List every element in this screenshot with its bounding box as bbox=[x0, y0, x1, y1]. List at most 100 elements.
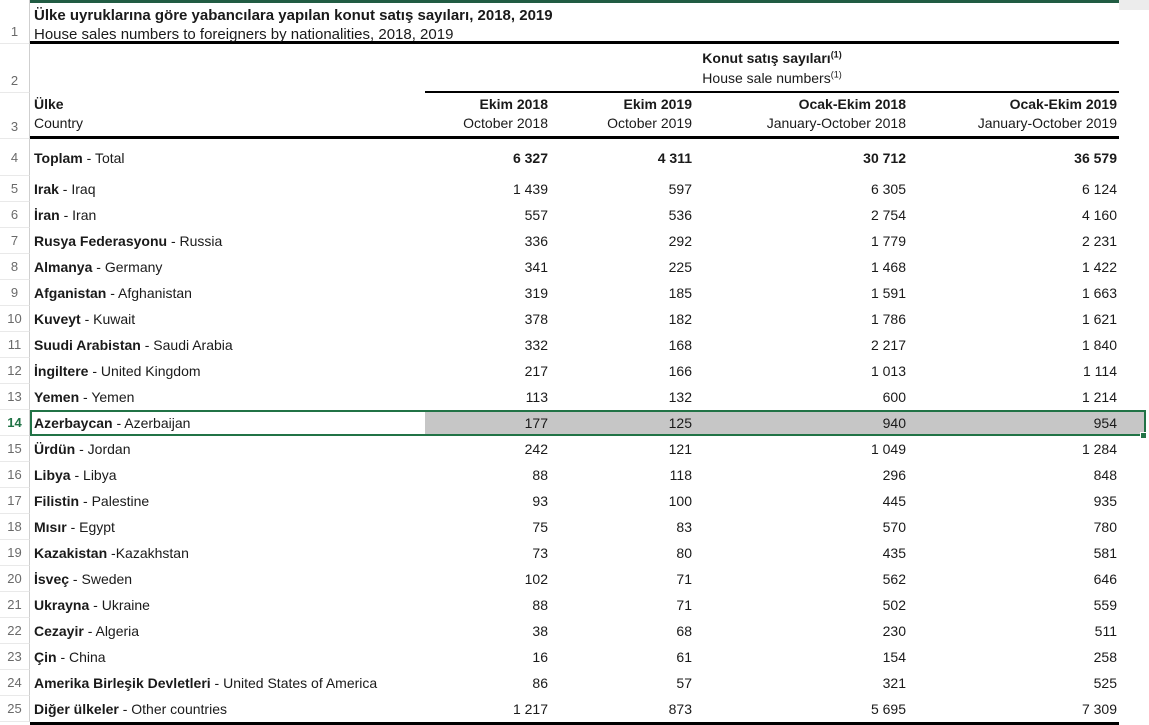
table-row[interactable]: 13 Yemen - Yemen 113 132 600 1 214 bbox=[0, 384, 1149, 410]
country-cell[interactable]: Amerika Birleşik Devletleri - United Sta… bbox=[30, 675, 425, 691]
value-cell-january-october-2018[interactable]: 296 bbox=[882, 467, 906, 483]
value-cell-january-october-2018[interactable]: 5 695 bbox=[870, 701, 906, 717]
value-cell-october-2018[interactable]: 75 bbox=[532, 519, 548, 535]
table-row[interactable]: 24 Amerika Birleşik Devletleri - United … bbox=[0, 670, 1149, 696]
row-number[interactable]: 18 bbox=[0, 514, 30, 540]
value-cell-january-october-2019[interactable]: 1 840 bbox=[1081, 337, 1117, 353]
value-cell-january-october-2018[interactable]: 1 591 bbox=[870, 285, 906, 301]
value-cell-october-2018[interactable]: 88 bbox=[532, 467, 548, 483]
value-cell-january-october-2019[interactable]: 6 124 bbox=[1081, 181, 1117, 197]
row-number[interactable]: 8 bbox=[0, 254, 30, 280]
country-cell[interactable]: Çin - China bbox=[30, 649, 425, 665]
value-cell-october-2019[interactable]: 536 bbox=[668, 207, 692, 223]
value-cell-october-2018[interactable]: 6 327 bbox=[512, 149, 548, 166]
row-number[interactable]: 10 bbox=[0, 306, 30, 332]
table-row[interactable]: 4 Toplam - Total 6 327 4 311 30 712 36 5… bbox=[0, 139, 1149, 176]
row-number[interactable]: 1 bbox=[0, 0, 30, 44]
value-cell-january-october-2019[interactable]: 646 bbox=[1093, 571, 1117, 587]
value-cell-january-october-2019[interactable]: 559 bbox=[1093, 597, 1117, 613]
row-number[interactable]: 23 bbox=[0, 644, 30, 670]
value-cell-january-october-2018[interactable]: 562 bbox=[882, 571, 906, 587]
value-cell-january-october-2019[interactable]: 1 422 bbox=[1081, 259, 1117, 275]
value-cell-january-october-2019[interactable]: 1 621 bbox=[1081, 311, 1117, 327]
value-cell-october-2019[interactable]: 132 bbox=[668, 389, 692, 405]
value-cell-january-october-2018[interactable]: 6 305 bbox=[870, 181, 906, 197]
row-number[interactable]: 15 bbox=[0, 436, 30, 462]
value-cell-october-2019[interactable]: 57 bbox=[676, 675, 692, 691]
country-cell[interactable]: Diğer ülkeler - Other countries bbox=[30, 701, 425, 717]
value-cell-january-october-2019[interactable]: 511 bbox=[1094, 623, 1117, 639]
value-cell-october-2019[interactable]: 68 bbox=[676, 623, 692, 639]
country-cell[interactable]: Ukrayna - Ukraine bbox=[30, 597, 425, 613]
country-cell[interactable]: Cezayir - Algeria bbox=[30, 623, 425, 639]
row-number[interactable]: 13 bbox=[0, 384, 30, 410]
table-row[interactable]: 18 Mısır - Egypt 75 83 570 780 bbox=[0, 514, 1149, 540]
country-column-header[interactable]: Ülke Country bbox=[34, 96, 84, 131]
value-cell-january-october-2019[interactable]: 1 114 bbox=[1083, 363, 1117, 379]
country-cell[interactable]: Yemen - Yemen bbox=[30, 389, 425, 405]
value-cell-january-october-2018[interactable]: 230 bbox=[882, 623, 906, 639]
value-cell-october-2019[interactable]: 100 bbox=[668, 493, 692, 509]
value-cell-january-october-2019[interactable]: 1 663 bbox=[1081, 285, 1117, 301]
row-number[interactable]: 2 bbox=[0, 44, 30, 93]
row-number[interactable]: 21 bbox=[0, 592, 30, 618]
country-cell[interactable]: Filistin - Palestine bbox=[30, 493, 425, 509]
country-cell[interactable]: Toplam - Total bbox=[30, 150, 425, 166]
value-cell-january-october-2019[interactable]: 954 bbox=[1093, 415, 1117, 431]
value-cell-october-2019[interactable]: 121 bbox=[668, 441, 692, 457]
value-cell-october-2019[interactable]: 182 bbox=[668, 311, 692, 327]
table-row[interactable]: 22 Cezayir - Algeria 38 68 230 511 bbox=[0, 618, 1149, 644]
value-cell-january-october-2018[interactable]: 321 bbox=[882, 675, 906, 691]
value-cell-october-2019[interactable]: 4 311 bbox=[657, 149, 692, 166]
value-cell-october-2018[interactable]: 336 bbox=[524, 233, 548, 249]
value-cell-october-2018[interactable]: 16 bbox=[532, 649, 548, 665]
country-cell[interactable]: Ürdün - Jordan bbox=[30, 441, 425, 457]
row-number[interactable]: 24 bbox=[0, 670, 30, 696]
value-cell-october-2018[interactable]: 38 bbox=[532, 623, 548, 639]
row-number[interactable]: 6 bbox=[0, 202, 30, 228]
column-header-october-2019[interactable]: Ekim 2019 October 2019 bbox=[607, 96, 692, 131]
country-cell[interactable]: Almanya - Germany bbox=[30, 259, 425, 275]
value-cell-january-october-2019[interactable]: 848 bbox=[1093, 467, 1117, 483]
value-cell-january-october-2018[interactable]: 1 049 bbox=[870, 441, 906, 457]
row-number[interactable]: 11 bbox=[0, 332, 30, 358]
row-number[interactable]: 14 bbox=[0, 410, 30, 436]
table-row[interactable]: 12 İngiltere - United Kingdom 217 166 1 … bbox=[0, 358, 1149, 384]
row-number[interactable]: 16 bbox=[0, 462, 30, 488]
row-number[interactable]: 12 bbox=[0, 358, 30, 384]
country-cell[interactable]: İsveç - Sweden bbox=[30, 571, 425, 587]
value-cell-january-october-2019[interactable]: 780 bbox=[1093, 519, 1117, 535]
value-cell-october-2019[interactable]: 185 bbox=[668, 285, 692, 301]
country-cell[interactable]: Rusya Federasyonu - Russia bbox=[30, 233, 425, 249]
row-number[interactable]: 22 bbox=[0, 618, 30, 644]
value-cell-january-october-2018[interactable]: 435 bbox=[882, 545, 906, 561]
value-cell-january-october-2018[interactable]: 570 bbox=[882, 519, 906, 535]
table-row[interactable]: 19 Kazakistan -Kazakhstan 73 80 435 581 bbox=[0, 540, 1149, 566]
country-cell[interactable]: Kazakistan -Kazakhstan bbox=[30, 545, 425, 561]
value-cell-january-october-2019[interactable]: 2 231 bbox=[1081, 233, 1117, 249]
country-cell[interactable]: Libya - Libya bbox=[30, 467, 425, 483]
value-cell-january-october-2018[interactable]: 1 013 bbox=[870, 363, 906, 379]
row-number[interactable]: 7 bbox=[0, 228, 30, 254]
table-row[interactable]: 11 Suudi Arabistan - Saudi Arabia 332 16… bbox=[0, 332, 1149, 358]
country-cell[interactable]: İran - Iran bbox=[30, 207, 425, 223]
value-cell-january-october-2018[interactable]: 1 786 bbox=[870, 311, 906, 327]
table-row[interactable]: 23 Çin - China 16 61 154 258 bbox=[0, 644, 1149, 670]
value-cell-october-2018[interactable]: 1 217 bbox=[512, 701, 548, 717]
table-row[interactable]: 6 İran - Iran 557 536 2 754 4 160 bbox=[0, 202, 1149, 228]
title-cell[interactable]: Ülke uyruklarına göre yabancılara yapıla… bbox=[30, 0, 1119, 44]
value-cell-october-2018[interactable]: 73 bbox=[532, 545, 548, 561]
value-cell-january-october-2019[interactable]: 525 bbox=[1093, 675, 1117, 691]
value-cell-october-2019[interactable]: 166 bbox=[668, 363, 692, 379]
value-cell-october-2018[interactable]: 557 bbox=[524, 207, 548, 223]
table-row[interactable]: 17 Filistin - Palestine 93 100 445 935 bbox=[0, 488, 1149, 514]
table-row[interactable]: 9 Afganistan - Afghanistan 319 185 1 591… bbox=[0, 280, 1149, 306]
row-number[interactable]: 4 bbox=[0, 139, 30, 176]
country-cell[interactable]: İngiltere - United Kingdom bbox=[30, 363, 425, 379]
table-row[interactable]: 21 Ukrayna - Ukraine 88 71 502 559 bbox=[0, 592, 1149, 618]
value-cell-october-2018[interactable]: 102 bbox=[524, 571, 548, 587]
row-number[interactable]: 9 bbox=[0, 280, 30, 306]
value-cell-october-2018[interactable]: 1 439 bbox=[512, 181, 548, 197]
value-cell-october-2019[interactable]: 597 bbox=[668, 181, 692, 197]
value-cell-january-october-2019[interactable]: 36 579 bbox=[1074, 149, 1117, 166]
